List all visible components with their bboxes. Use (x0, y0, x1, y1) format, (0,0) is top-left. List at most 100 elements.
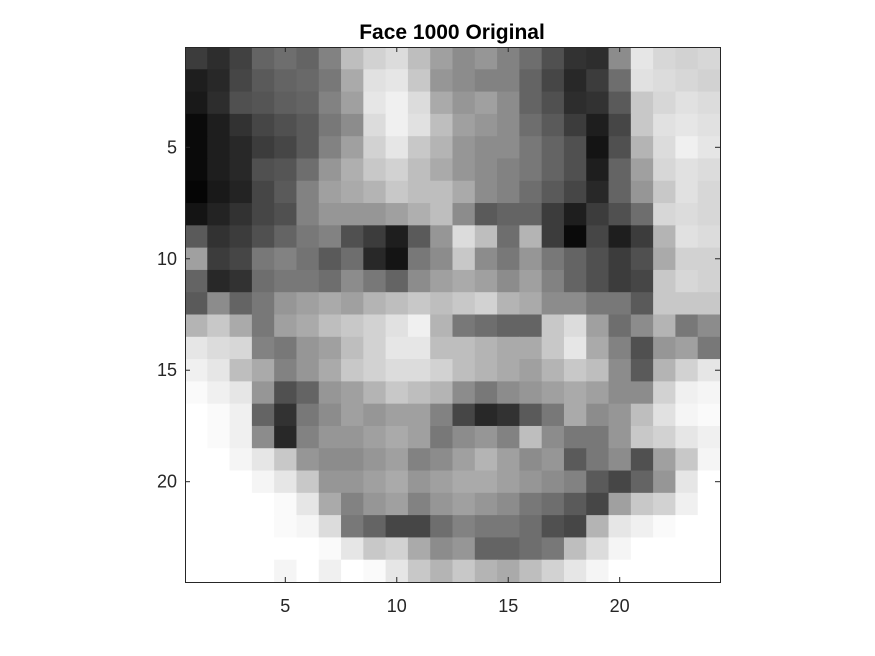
heatmap-cell (474, 559, 498, 583)
heatmap-cell (697, 203, 721, 226)
heatmap-cell (474, 292, 498, 316)
heatmap-cell (341, 91, 364, 115)
heatmap-cell (207, 225, 231, 249)
heatmap-cell (452, 113, 476, 137)
heatmap-cell (385, 91, 409, 115)
heatmap-cell (430, 425, 454, 449)
heatmap-cell (185, 247, 208, 271)
heatmap-cell (318, 336, 342, 360)
heatmap-cell (363, 158, 387, 182)
heatmap-cell (563, 269, 587, 293)
heatmap-cell (341, 537, 364, 561)
heatmap-cell (341, 515, 364, 539)
heatmap-cell (430, 314, 454, 338)
heatmap-cell (229, 403, 253, 427)
heatmap-cell (452, 470, 476, 494)
heatmap-cell (675, 425, 699, 449)
heatmap-cell (675, 180, 699, 204)
heatmap-cell (185, 559, 208, 583)
heatmap-cell (207, 180, 231, 204)
heatmap-cell (474, 515, 498, 539)
heatmap-cell (185, 537, 208, 561)
heatmap-cell (207, 292, 231, 316)
heatmap-cell (363, 336, 387, 360)
heatmap-cell (563, 113, 587, 137)
heatmap-cell (251, 292, 275, 316)
heatmap-cell (630, 158, 654, 182)
heatmap-cell (274, 448, 298, 472)
heatmap-cell (452, 403, 476, 427)
axes-box (185, 47, 721, 583)
heatmap-cell (296, 69, 320, 93)
heatmap-cell (586, 559, 610, 583)
heatmap-cell (697, 47, 721, 70)
heatmap-cell (563, 359, 587, 382)
heatmap-cell (229, 113, 253, 137)
heatmap-cell (341, 203, 364, 226)
heatmap-cell (207, 470, 231, 494)
heatmap-cell (341, 69, 364, 93)
heatmap-cell (653, 158, 677, 182)
heatmap-cell (318, 113, 342, 137)
heatmap-cell (207, 336, 231, 360)
heatmap-cell (675, 314, 699, 338)
heatmap-cell (318, 69, 342, 93)
heatmap-cell (207, 91, 231, 115)
heatmap-cell (497, 269, 520, 293)
heatmap-cell (318, 314, 342, 338)
heatmap-cell (519, 69, 543, 93)
heatmap-cell (185, 359, 208, 382)
heatmap-cell (563, 47, 587, 70)
heatmap-cell (586, 448, 610, 472)
heatmap-cell (563, 537, 587, 561)
heatmap-cell (675, 225, 699, 249)
heatmap-cell (653, 425, 677, 449)
heatmap-cell (697, 69, 721, 93)
heatmap-cell (185, 269, 208, 293)
heatmap-cell (185, 470, 208, 494)
heatmap-cell (363, 359, 387, 382)
heatmap-cell (385, 448, 409, 472)
heatmap-cell (630, 69, 654, 93)
heatmap-cell (697, 269, 721, 293)
heatmap-cell (474, 225, 498, 249)
heatmap-cell (385, 113, 409, 137)
heatmap-cell (563, 403, 587, 427)
heatmap-cell (185, 113, 208, 137)
heatmap-cell (363, 203, 387, 226)
heatmap-cell (363, 269, 387, 293)
heatmap-cell (318, 225, 342, 249)
heatmap-cell (251, 69, 275, 93)
heatmap-cell (541, 359, 565, 382)
heatmap-cell (608, 292, 632, 316)
heatmap-cell (519, 403, 543, 427)
heatmap-cell (363, 225, 387, 249)
heatmap-cell (563, 314, 587, 338)
heatmap-cell (318, 292, 342, 316)
heatmap-cell (274, 203, 298, 226)
heatmap-cell (251, 113, 275, 137)
heatmap-cell (519, 559, 543, 583)
heatmap-cell (675, 69, 699, 93)
heatmap-cell (251, 359, 275, 382)
axis-ticks: 5 10 15 20 5 10 15 20 (157, 47, 720, 616)
heatmap-cell (563, 247, 587, 271)
heatmap-cell (630, 180, 654, 204)
heatmap-cell (608, 559, 632, 583)
heatmap-cell (251, 158, 275, 182)
heatmap-cell (452, 359, 476, 382)
heatmap-cell (675, 448, 699, 472)
heatmap-cell (563, 225, 587, 249)
heatmap-cell (296, 559, 320, 583)
heatmap-cell (318, 448, 342, 472)
heatmap-cell (519, 269, 543, 293)
heatmap-cell (541, 292, 565, 316)
heatmap-cell (563, 470, 587, 494)
heatmap-cell (251, 203, 275, 226)
heatmap-cell (497, 292, 520, 316)
heatmap-cell (363, 448, 387, 472)
heatmap-cell (474, 247, 498, 271)
heatmap-cell (586, 69, 610, 93)
heatmap-cell (229, 91, 253, 115)
heatmap-cell (586, 403, 610, 427)
